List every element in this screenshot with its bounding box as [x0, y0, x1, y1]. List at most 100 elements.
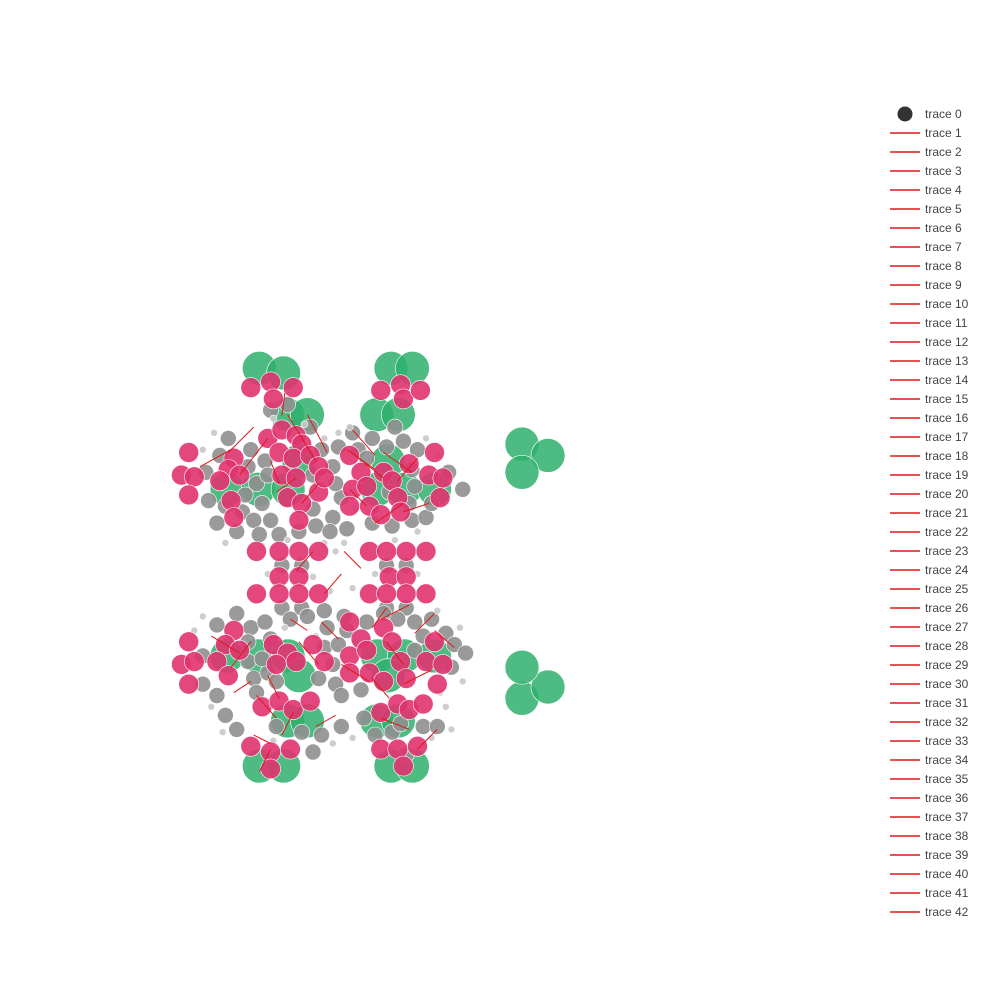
- oxygen-atom-marker: [424, 442, 445, 463]
- bond-line-trace-24: [253, 734, 271, 744]
- hydrogen-atom-marker: [320, 434, 329, 443]
- oxygen-atom-marker: [246, 583, 267, 605]
- carbon-atom-marker: [217, 706, 234, 724]
- legend-item[interactable]: trace 14: [890, 373, 969, 387]
- bond-line-trace-33: [233, 680, 252, 694]
- oxygen-atom-marker: [268, 541, 290, 562]
- bond-line-trace-13: [397, 457, 418, 482]
- legend-item[interactable]: trace 10: [890, 297, 969, 311]
- hydrogen-atom-marker: [441, 702, 450, 711]
- legend-item[interactable]: trace 32: [890, 715, 969, 729]
- legend-item[interactable]: trace 1: [890, 126, 962, 140]
- oxygen-atom-marker: [395, 541, 417, 562]
- legend: trace 0 trace 1 trace 2 trace 3 trace 4 trace…: [890, 106, 969, 919]
- metal-atom-marker: [504, 649, 540, 685]
- carbon-atom-marker: [406, 478, 424, 495]
- legend-item[interactable]: trace 7: [890, 240, 962, 254]
- legend-marker-symbol: [897, 106, 913, 122]
- legend-item[interactable]: trace 8: [890, 259, 962, 273]
- legend-label: trace 11: [925, 316, 968, 330]
- legend-item[interactable]: trace 39: [890, 848, 969, 862]
- legend-item[interactable]: trace 31: [890, 696, 969, 710]
- hydrogen-atom-marker: [433, 606, 442, 615]
- legend-item[interactable]: trace 23: [890, 544, 969, 558]
- legend-label: trace 29: [925, 658, 969, 672]
- carbon-atom-marker: [338, 520, 356, 538]
- bond-line-trace-20: [321, 621, 339, 640]
- legend-item[interactable]: trace 35: [890, 772, 969, 786]
- legend-item[interactable]: trace 28: [890, 639, 969, 653]
- carbon-atom-marker: [454, 480, 472, 498]
- oxygen-atom-marker: [263, 388, 284, 410]
- legend-label: trace 21: [925, 506, 969, 520]
- hydrogen-atom-marker: [207, 702, 216, 711]
- oxygen-atom-marker: [260, 758, 281, 780]
- legend-item[interactable]: trace 36: [890, 791, 969, 805]
- legend-item[interactable]: trace 18: [890, 449, 969, 463]
- carbon-atom-marker: [262, 511, 279, 529]
- hydrogen-atom-marker: [199, 445, 207, 454]
- hydrogen-atom-marker: [340, 539, 348, 547]
- legend-item[interactable]: trace 38: [890, 829, 969, 843]
- carbon-atom-marker: [253, 495, 271, 512]
- legend-item[interactable]: trace 6: [890, 221, 962, 235]
- legend-item[interactable]: trace 26: [890, 601, 969, 615]
- bond-line-trace-40: [295, 551, 314, 572]
- legend-item[interactable]: trace 25: [890, 582, 969, 596]
- legend-item[interactable]: trace 41: [890, 886, 969, 900]
- bond-line-trace-1: [227, 426, 255, 453]
- carbon-atom-marker: [445, 636, 463, 653]
- legend-label: trace 7: [925, 240, 962, 254]
- legend-item[interactable]: trace 17: [890, 430, 969, 444]
- legend-item[interactable]: trace 40: [890, 867, 969, 881]
- legend-item[interactable]: trace 0: [897, 106, 963, 122]
- legend-item[interactable]: trace 13: [890, 354, 969, 368]
- carbon-atom-marker: [242, 619, 260, 637]
- legend-item[interactable]: trace 4: [890, 183, 962, 197]
- carbon-atom-marker: [208, 616, 226, 634]
- legend-item[interactable]: trace 2: [890, 145, 962, 159]
- legend-item[interactable]: trace 21: [890, 506, 969, 520]
- legend-item[interactable]: trace 19: [890, 468, 969, 482]
- legend-item[interactable]: trace 16: [890, 411, 969, 425]
- legend-item[interactable]: trace 24: [890, 563, 969, 577]
- legend-item[interactable]: trace 15: [890, 392, 969, 406]
- bond-line-trace-29: [341, 663, 370, 682]
- legend-item[interactable]: trace 5: [890, 202, 962, 216]
- legend-item[interactable]: trace 42: [890, 905, 969, 919]
- carbon-atom-marker: [208, 514, 226, 532]
- legend-item[interactable]: trace 33: [890, 734, 969, 748]
- legend-item[interactable]: trace 22: [890, 525, 969, 539]
- oxygen-atom-marker: [415, 541, 437, 562]
- oxygen-atom-marker: [282, 699, 304, 720]
- oxygen-atom-marker: [184, 466, 205, 488]
- bond-line-trace-8: [276, 477, 297, 493]
- carbon-atom-marker: [386, 418, 404, 436]
- legend-item[interactable]: trace 27: [890, 620, 969, 634]
- hydrogen-atom-marker: [348, 734, 357, 742]
- legend-item[interactable]: trace 12: [890, 335, 969, 349]
- bond-line-trace-23: [256, 695, 277, 719]
- carbon-atom-marker: [245, 670, 262, 687]
- hydrogen-atom-marker: [413, 527, 422, 536]
- oxygen-atom-marker: [339, 445, 361, 466]
- legend-item[interactable]: trace 3: [890, 164, 962, 178]
- legend-label: trace 4: [925, 183, 962, 197]
- oxygen-atom-marker: [178, 442, 199, 463]
- oxygen-atom-marker: [223, 507, 245, 528]
- legend-label: trace 17: [925, 430, 969, 444]
- legend-item[interactable]: trace 29: [890, 658, 969, 672]
- carbon-atom-marker: [423, 610, 440, 628]
- legend-item[interactable]: trace 20: [890, 487, 969, 501]
- legend-item[interactable]: trace 9: [890, 278, 962, 292]
- legend-item[interactable]: trace 11: [890, 316, 968, 330]
- carbon-atom-marker: [330, 636, 347, 653]
- legend-label: trace 30: [925, 677, 969, 691]
- legend-item[interactable]: trace 37: [890, 810, 969, 824]
- legend-item[interactable]: trace 34: [890, 753, 969, 767]
- bond-line-trace-42: [349, 488, 368, 507]
- legend-item[interactable]: trace 30: [890, 677, 969, 691]
- oxygen-atom-marker: [410, 380, 431, 401]
- oxygen-atom-marker: [356, 639, 378, 661]
- oxygen-atom-marker: [393, 755, 414, 777]
